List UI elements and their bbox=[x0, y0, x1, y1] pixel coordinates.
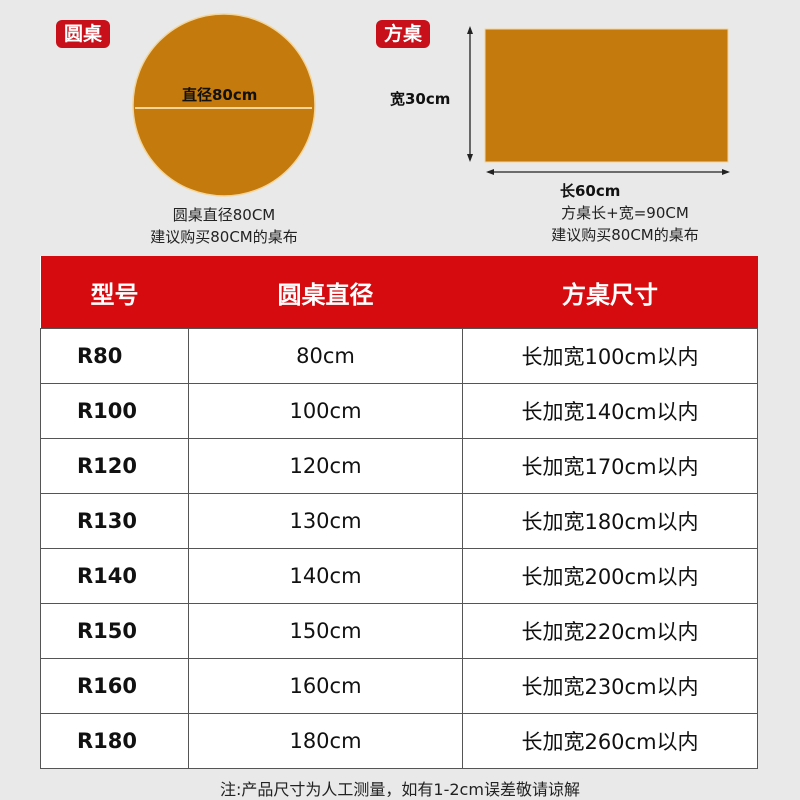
square-caption-2: 建议购买80CM的桌布 bbox=[551, 226, 699, 244]
table-row: R180 180cm 长加宽260cm以内 bbox=[40, 713, 758, 769]
size-table: 型号 圆桌直径 方桌尺寸 R80 80cm 长加宽100cm以内 R100 100cm 长… bbox=[40, 256, 758, 769]
table-row: R140 140cm 长加宽200cm以内 bbox=[40, 548, 758, 604]
cell-square-size: 长加宽170cm以内 bbox=[462, 438, 758, 494]
square-table-tag: 方桌 bbox=[376, 20, 431, 48]
header-model: 型号 bbox=[40, 256, 189, 329]
header-square-size: 方桌尺寸 bbox=[462, 256, 758, 329]
cell-square-size: 长加宽140cm以内 bbox=[462, 383, 758, 439]
round-caption: 圆桌直径80CM 建议购买80CM的桌布 bbox=[104, 204, 344, 248]
cell-model: R160 bbox=[40, 658, 189, 714]
cell-square-size: 长加宽200cm以内 bbox=[462, 548, 758, 604]
table-row: R130 130cm 长加宽180cm以内 bbox=[40, 493, 758, 549]
cell-model: R150 bbox=[40, 603, 189, 659]
table-row: R160 160cm 长加宽230cm以内 bbox=[40, 658, 758, 714]
cell-square-size: 长加宽180cm以内 bbox=[462, 493, 758, 549]
cell-square-size: 长加宽100cm以内 bbox=[462, 328, 758, 384]
cell-model: R130 bbox=[40, 493, 189, 549]
round-table-shape bbox=[132, 13, 316, 197]
header-diameter: 圆桌直径 bbox=[188, 256, 463, 329]
cell-model: R120 bbox=[40, 438, 189, 494]
round-table-tag: 圆桌 bbox=[56, 20, 111, 48]
footnote: 注:产品尺寸为人工测量，如有1-2cm误差敬请谅解 bbox=[220, 780, 580, 799]
length-label: 长60cm bbox=[560, 182, 621, 200]
diameter-label: 直径80cm bbox=[182, 86, 258, 104]
round-caption-1: 圆桌直径80CM bbox=[172, 206, 276, 224]
cell-model: R100 bbox=[40, 383, 189, 439]
cell-square-size: 长加宽230cm以内 bbox=[462, 658, 758, 714]
square-table-shape bbox=[484, 28, 729, 163]
cell-square-size: 长加宽260cm以内 bbox=[462, 713, 758, 769]
cell-square-size: 长加宽220cm以内 bbox=[462, 603, 758, 659]
table-row: R100 100cm 长加宽140cm以内 bbox=[40, 383, 758, 439]
cell-diameter: 100cm bbox=[188, 383, 463, 439]
square-caption: 方桌长+宽=90CM 建议购买80CM的桌布 bbox=[505, 202, 745, 246]
cell-diameter: 130cm bbox=[188, 493, 463, 549]
cell-model: R180 bbox=[40, 713, 189, 769]
cell-diameter: 160cm bbox=[188, 658, 463, 714]
cell-diameter: 180cm bbox=[188, 713, 463, 769]
cell-diameter: 140cm bbox=[188, 548, 463, 604]
table-row: R150 150cm 长加宽220cm以内 bbox=[40, 603, 758, 659]
cell-model: R140 bbox=[40, 548, 189, 604]
table-row: R80 80cm 长加宽100cm以内 bbox=[40, 328, 758, 384]
cell-diameter: 120cm bbox=[188, 438, 463, 494]
cell-diameter: 80cm bbox=[188, 328, 463, 384]
cell-model: R80 bbox=[40, 328, 189, 384]
round-caption-2: 建议购买80CM的桌布 bbox=[150, 228, 298, 246]
diagram bbox=[132, 13, 730, 197]
width-label: 宽30cm bbox=[390, 90, 451, 108]
square-caption-1: 方桌长+宽=90CM bbox=[561, 204, 689, 222]
table-row: R120 120cm 长加宽170cm以内 bbox=[40, 438, 758, 494]
cell-diameter: 150cm bbox=[188, 603, 463, 659]
